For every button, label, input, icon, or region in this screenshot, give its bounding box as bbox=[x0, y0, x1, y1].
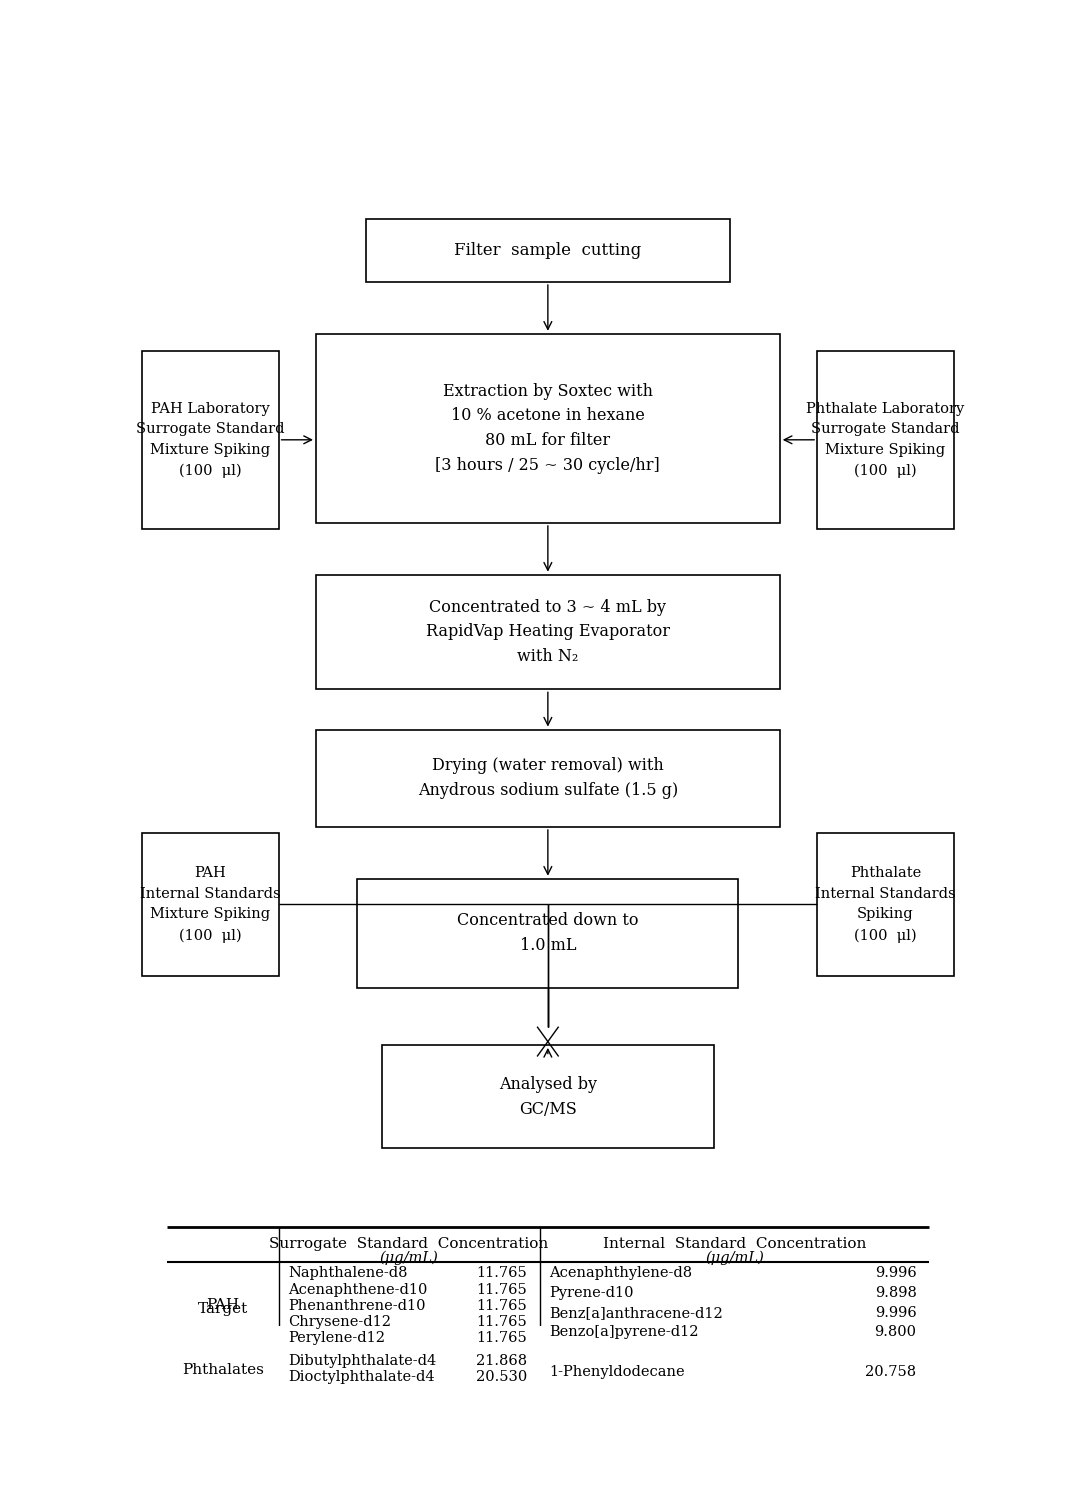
FancyBboxPatch shape bbox=[142, 352, 279, 529]
Text: Drying (water removal) with
Anydrous sodium sulfate (1.5 g): Drying (water removal) with Anydrous sod… bbox=[418, 757, 678, 799]
Text: (μg/mL): (μg/mL) bbox=[379, 1250, 438, 1265]
Text: 11.765: 11.765 bbox=[477, 1283, 527, 1296]
FancyBboxPatch shape bbox=[316, 334, 780, 523]
Text: Analysed by
GC/MS: Analysed by GC/MS bbox=[499, 1076, 597, 1118]
Text: Target: Target bbox=[198, 1302, 248, 1317]
Text: Internal  Standard  Concentration: Internal Standard Concentration bbox=[603, 1237, 866, 1250]
Text: Concentrated down to
1.0 mL: Concentrated down to 1.0 mL bbox=[458, 912, 638, 954]
Text: 9.800: 9.800 bbox=[874, 1325, 916, 1340]
Text: (μg/mL): (μg/mL) bbox=[704, 1250, 763, 1265]
Text: 9.996: 9.996 bbox=[874, 1305, 916, 1320]
Text: 11.765: 11.765 bbox=[477, 1266, 527, 1280]
Text: Surrogate  Standard  Concentration: Surrogate Standard Concentration bbox=[269, 1237, 548, 1250]
FancyBboxPatch shape bbox=[817, 833, 954, 976]
Text: 11.765: 11.765 bbox=[477, 1299, 527, 1313]
Text: 9.898: 9.898 bbox=[874, 1286, 916, 1301]
Text: Naphthalene-d8: Naphthalene-d8 bbox=[289, 1266, 408, 1280]
Text: PAH Laboratory
Surrogate Standard
Mixture Spiking
(100  μl): PAH Laboratory Surrogate Standard Mixtur… bbox=[136, 402, 284, 478]
Text: PAH
Internal Standards
Mixture Spiking
(100  μl): PAH Internal Standards Mixture Spiking (… bbox=[140, 866, 280, 943]
Text: Filter  sample  cutting: Filter sample cutting bbox=[454, 241, 641, 259]
Text: Phthalate
Internal Standards
Spiking
(100  μl): Phthalate Internal Standards Spiking (10… bbox=[816, 866, 956, 943]
Text: Acenaphthylene-d8: Acenaphthylene-d8 bbox=[549, 1266, 693, 1280]
Text: Dioctylphthalate-d4: Dioctylphthalate-d4 bbox=[289, 1369, 435, 1384]
Text: Benzo[a]pyrene-d12: Benzo[a]pyrene-d12 bbox=[549, 1325, 699, 1340]
Text: Phthalates: Phthalates bbox=[182, 1363, 264, 1377]
Text: Concentrated to 3 ~ 4 mL by
RapidVap Heating Evaporator
with N₂: Concentrated to 3 ~ 4 mL by RapidVap Hea… bbox=[425, 599, 670, 665]
FancyBboxPatch shape bbox=[316, 730, 780, 827]
Text: Benz[a]anthracene-d12: Benz[a]anthracene-d12 bbox=[549, 1305, 724, 1320]
Text: Perylene-d12: Perylene-d12 bbox=[289, 1331, 386, 1344]
Text: 1-Phenyldodecane: 1-Phenyldodecane bbox=[549, 1365, 685, 1378]
Text: Extraction by Soxtec with
10 % acetone in hexane
80 mL for filter
[3 hours / 25 : Extraction by Soxtec with 10 % acetone i… bbox=[435, 383, 661, 474]
FancyBboxPatch shape bbox=[357, 879, 739, 988]
FancyBboxPatch shape bbox=[316, 575, 780, 690]
Text: PAH: PAH bbox=[206, 1298, 239, 1313]
Text: Chrysene-d12: Chrysene-d12 bbox=[289, 1314, 391, 1329]
Text: 21.868: 21.868 bbox=[476, 1353, 527, 1368]
Text: Pyrene-d10: Pyrene-d10 bbox=[549, 1286, 634, 1301]
Text: Phthalate Laboratory
Surrogate Standard
Mixture Spiking
(100  μl): Phthalate Laboratory Surrogate Standard … bbox=[806, 402, 964, 478]
FancyBboxPatch shape bbox=[383, 1044, 714, 1149]
Text: 20.530: 20.530 bbox=[476, 1369, 527, 1384]
Text: 20.758: 20.758 bbox=[866, 1365, 916, 1378]
Text: 11.765: 11.765 bbox=[477, 1314, 527, 1329]
Text: 11.765: 11.765 bbox=[477, 1331, 527, 1344]
FancyBboxPatch shape bbox=[142, 833, 279, 976]
Text: 9.996: 9.996 bbox=[874, 1266, 916, 1280]
FancyBboxPatch shape bbox=[817, 352, 954, 529]
Text: Phenanthrene-d10: Phenanthrene-d10 bbox=[289, 1299, 427, 1313]
Text: Dibutylphthalate-d4: Dibutylphthalate-d4 bbox=[289, 1353, 437, 1368]
FancyBboxPatch shape bbox=[366, 219, 730, 282]
Text: Acenaphthene-d10: Acenaphthene-d10 bbox=[289, 1283, 428, 1296]
